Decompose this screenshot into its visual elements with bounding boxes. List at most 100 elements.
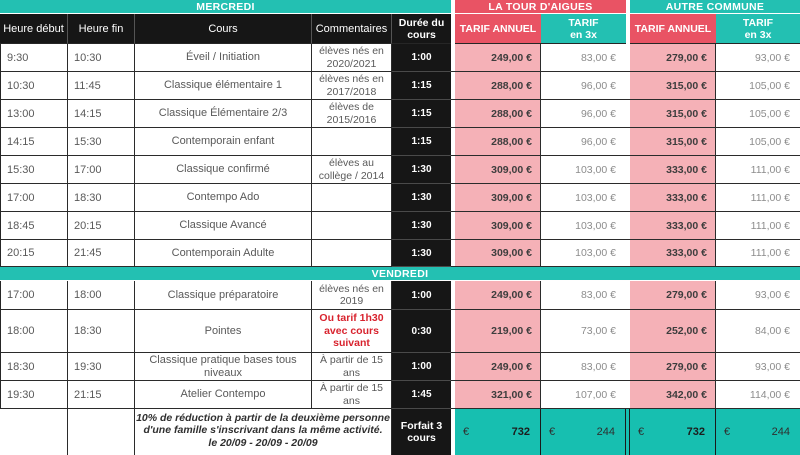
cell-gap [451,100,455,128]
cell-comment: Ou tarif 1h30 avec cours suivant [312,310,392,353]
day-band-row: VENDREDI [0,267,800,281]
group-band-autre-commune: AUTRE COMMUNE [630,0,800,14]
cell-course-name: Classique préparatoire [135,281,312,310]
cell-duration: 1:30 [392,184,451,212]
cell-course-name: Éveil / Initiation [135,44,312,72]
cell-end-time: 18:00 [68,281,135,310]
cell-course-name: Pointes [135,310,312,353]
cell-tarif-3x-autre: 111,00 € [716,184,800,212]
cell-duration: 1:30 [392,212,451,240]
cell-tarif-annuel-lta: 219,00 € [455,310,541,353]
cell-course-name: Classique Élémentaire 2/3 [135,100,312,128]
cell-tarif-3x-lta: 103,00 € [541,240,626,267]
cell-tarif-annuel-lta: 309,00 € [455,156,541,184]
cell-comment: élèves nés en 2020/2021 [312,44,392,72]
cell-tarif-annuel-autre: 342,00 € [630,381,716,409]
forfait-value: 732 [511,426,530,438]
cell-tarif-annuel-lta: 249,00 € [455,353,541,381]
cell-tarif-3x-autre: 111,00 € [716,212,800,240]
table-row: 9:30 10:30 Éveil / Initiation élèves nés… [0,44,800,72]
footer-gap [626,409,630,455]
cell-tarif-3x-lta: 83,00 € [541,281,626,310]
euro-symbol: € [463,426,470,438]
cell-tarif-3x-autre: 105,00 € [716,72,800,100]
table-row: 18:45 20:15 Classique Avancé 1:30 309,00… [0,212,800,240]
cell-course-name: Atelier Contempo [135,381,312,409]
cell-duration: 1:45 [392,381,451,409]
cell-end-time: 10:30 [68,44,135,72]
cell-tarif-3x-lta: 83,00 € [541,44,626,72]
cell-end-time: 18:30 [68,184,135,212]
table-row: 15:30 17:00 Classique confirmé élèves au… [0,156,800,184]
cell-duration: 1:30 [392,240,451,267]
cell-course-name: Classique Avancé [135,212,312,240]
cell-tarif-3x-lta: 103,00 € [541,212,626,240]
cell-comment: élèves nés en 2017/2018 [312,72,392,100]
cell-tarif-3x-lta: 103,00 € [541,184,626,212]
cell-gap [626,72,630,100]
cell-gap [626,100,630,128]
cell-course-name: Classique élémentaire 1 [135,72,312,100]
cell-tarif-annuel-autre: 252,00 € [630,310,716,353]
discount-note: 10% de réduction à partir de la deuxième… [135,409,392,455]
header-duree-du-cours: Durée du cours [392,14,451,44]
cell-tarif-3x-autre: 93,00 € [716,353,800,381]
footer-empty-cell [68,409,135,455]
cell-tarif-annuel-autre: 315,00 € [630,128,716,156]
cell-gap [451,353,455,381]
forfait-3-cours-label: Forfait 3 cours [392,409,451,455]
cell-start-time: 18:30 [0,353,68,381]
cell-gap [626,212,630,240]
cell-end-time: 17:00 [68,156,135,184]
cell-gap [451,310,455,353]
cell-tarif-3x-lta: 73,00 € [541,310,626,353]
cell-gap [626,353,630,381]
table-row: 17:00 18:00 Classique préparatoire élève… [0,281,800,310]
cell-tarif-3x-autre: 111,00 € [716,156,800,184]
cell-gap [451,156,455,184]
header-tarif-annuel-lta: TARIF ANNUEL [455,14,541,44]
cell-tarif-annuel-lta: 309,00 € [455,212,541,240]
cell-course-name: Classique pratique bases tous niveaux [135,353,312,381]
cell-duration: 1:00 [392,44,451,72]
cell-tarif-3x-autre: 93,00 € [716,281,800,310]
cell-tarif-3x-autre: 114,00 € [716,381,800,409]
footer-row: 10% de réduction à partir de la deuxième… [0,409,800,455]
cell-comment [312,212,392,240]
cell-tarif-annuel-lta: 309,00 € [455,184,541,212]
cell-gap [451,212,455,240]
cell-tarif-3x-lta: 83,00 € [541,353,626,381]
cell-end-time: 19:30 [68,353,135,381]
footer-empty-cell [0,409,68,455]
cell-end-time: 20:15 [68,212,135,240]
cell-comment [312,240,392,267]
cell-gap [451,184,455,212]
cell-tarif-annuel-autre: 333,00 € [630,240,716,267]
cell-tarif-annuel-autre: 315,00 € [630,72,716,100]
forfait-annuel-autre: € 732 [630,409,716,455]
cell-tarif-annuel-autre: 333,00 € [630,156,716,184]
cell-start-time: 15:30 [0,156,68,184]
cell-end-time: 11:45 [68,72,135,100]
cell-gap [451,72,455,100]
cell-start-time: 10:30 [0,72,68,100]
header-heure-debut: Heure début [0,14,68,44]
forfait-value: 244 [596,426,615,438]
cell-gap [626,156,630,184]
day-band-mercredi: MERCREDI [0,0,451,14]
cell-duration: 1:30 [392,156,451,184]
cell-tarif-annuel-autre: 333,00 € [630,184,716,212]
cell-course-name: Contemporain enfant [135,128,312,156]
header-tarif-3x-lta: TARIF en 3x [541,14,626,44]
cell-end-time: 15:30 [68,128,135,156]
cell-tarif-3x-autre: 105,00 € [716,128,800,156]
cell-tarif-annuel-autre: 279,00 € [630,44,716,72]
cell-tarif-annuel-lta: 288,00 € [455,128,541,156]
table-row: 18:30 19:30 Classique pratique bases tou… [0,353,800,381]
cell-tarif-3x-lta: 96,00 € [541,128,626,156]
cell-tarif-3x-autre: 111,00 € [716,240,800,267]
cell-gap [626,281,630,310]
cell-tarif-annuel-lta: 309,00 € [455,240,541,267]
band-gap [626,0,630,14]
cell-duration: 1:00 [392,281,451,310]
